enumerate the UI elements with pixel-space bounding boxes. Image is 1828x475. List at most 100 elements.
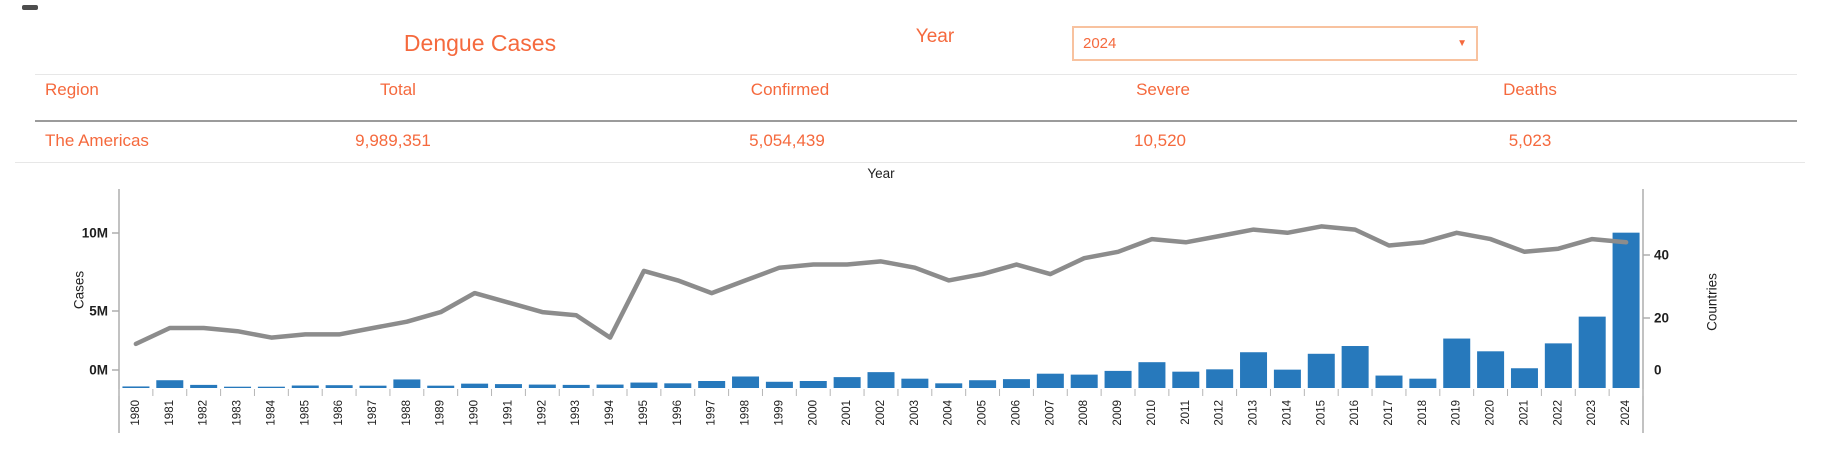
bar-2016[interactable]: [1341, 346, 1369, 388]
bar-2019[interactable]: [1443, 338, 1471, 388]
year-label-2022: 2022: [1552, 400, 1564, 426]
bar-2012[interactable]: [1206, 369, 1234, 388]
bar-1996[interactable]: [664, 383, 692, 388]
bar-2002[interactable]: [867, 372, 895, 388]
bar-2015[interactable]: [1307, 353, 1335, 388]
col-header-deaths: Deaths: [1503, 80, 1557, 99]
bar-2000[interactable]: [799, 381, 827, 388]
year-label-1983: 1983: [232, 400, 244, 426]
bar-1992[interactable]: [528, 384, 556, 388]
cell-region[interactable]: The Americas: [45, 131, 149, 150]
year-label-1992: 1992: [536, 400, 548, 426]
year-label-2000: 2000: [807, 400, 819, 426]
year-label-2016: 2016: [1349, 400, 1361, 426]
cell-deaths[interactable]: 5,023: [1508, 131, 1552, 150]
year-label-2018: 2018: [1417, 400, 1429, 426]
year-label-2004: 2004: [943, 399, 955, 425]
bar-2014[interactable]: [1273, 369, 1301, 388]
dengue-trend-chart: 0M 5M 10M 0 20 40 1980 1981 1982 1983 1984 1985 1986…: [0, 160, 1828, 470]
corner-mark: [22, 5, 38, 10]
bar-1990[interactable]: [461, 383, 489, 388]
bar-2020[interactable]: [1477, 351, 1505, 388]
year-select[interactable]: 2024 ▼: [1072, 26, 1478, 61]
bar-2003[interactable]: [901, 378, 929, 388]
bar-2013[interactable]: [1240, 352, 1268, 388]
bar-2017[interactable]: [1375, 375, 1403, 388]
countries-line[interactable]: [133, 224, 1629, 347]
year-label-2019: 2019: [1451, 400, 1463, 426]
bar-2010[interactable]: [1138, 362, 1166, 388]
bar-2023[interactable]: [1578, 316, 1606, 388]
bar-2018[interactable]: [1409, 378, 1437, 388]
year-label-1982: 1982: [198, 400, 210, 426]
year-label-2023: 2023: [1586, 400, 1598, 426]
bar-1995[interactable]: [630, 382, 658, 388]
table-header-divider: [35, 120, 1797, 122]
bar-2007[interactable]: [1036, 373, 1064, 388]
right-axis-tick-label: 20: [1654, 311, 1669, 326]
bar-1983[interactable]: [224, 386, 252, 388]
year-label-2015: 2015: [1315, 400, 1327, 426]
bar-2011[interactable]: [1172, 371, 1200, 388]
right-axis-tick-label: 40: [1654, 248, 1669, 263]
year-filter-label: Year: [915, 26, 955, 47]
year-label-2013: 2013: [1248, 400, 1260, 426]
year-label-1990: 1990: [469, 400, 481, 426]
year-label-1986: 1986: [333, 400, 345, 426]
year-label-2014: 2014: [1281, 399, 1293, 425]
bar-1984[interactable]: [257, 386, 285, 388]
year-label-1987: 1987: [367, 400, 379, 426]
year-label-2012: 2012: [1214, 400, 1226, 426]
bar-2004[interactable]: [935, 383, 963, 388]
year-label-2024: 2024: [1620, 399, 1632, 425]
year-label-2017: 2017: [1383, 400, 1395, 426]
year-label-1991: 1991: [503, 400, 515, 426]
year-label-1981: 1981: [164, 400, 176, 426]
year-label-2003: 2003: [909, 400, 921, 426]
left-axis-tick-label: 5M: [89, 304, 108, 319]
cell-severe[interactable]: 10,520: [1134, 131, 1186, 150]
bar-2005[interactable]: [969, 380, 997, 388]
page-title: Dengue Cases: [403, 30, 557, 56]
bar-1980[interactable]: [122, 386, 150, 388]
bar-1998[interactable]: [732, 376, 760, 388]
year-label-2011: 2011: [1180, 400, 1192, 425]
bar-2009[interactable]: [1104, 370, 1132, 388]
left-axis-tick-label: 0M: [89, 363, 108, 378]
bar-2006[interactable]: [1002, 379, 1030, 388]
bar-2021[interactable]: [1510, 368, 1538, 388]
bar-1985[interactable]: [291, 385, 319, 388]
col-header-severe: Severe: [1136, 80, 1190, 99]
bar-2001[interactable]: [833, 377, 861, 388]
bar-2022[interactable]: [1544, 343, 1572, 388]
year-label-1988: 1988: [401, 400, 413, 426]
bar-1999[interactable]: [765, 381, 793, 388]
bar-1986[interactable]: [325, 385, 353, 388]
bar-1997[interactable]: [698, 381, 726, 388]
bar-1981[interactable]: [156, 380, 184, 388]
bar-2024[interactable]: [1612, 232, 1640, 388]
year-label-1993: 1993: [570, 400, 582, 426]
year-label-1980: 1980: [130, 400, 142, 426]
caret-down-icon[interactable]: ▼: [1457, 38, 1467, 49]
year-label-1999: 1999: [773, 400, 785, 426]
year-label-2002: 2002: [875, 400, 887, 426]
bar-1993[interactable]: [562, 384, 590, 388]
col-header-total: Total: [380, 80, 416, 99]
year-label-1989: 1989: [435, 400, 447, 426]
year-label-1994: 1994: [604, 399, 616, 425]
cell-confirmed[interactable]: 5,054,439: [749, 131, 825, 150]
bar-1982[interactable]: [190, 384, 218, 388]
bar-1994[interactable]: [596, 384, 624, 388]
bar-1987[interactable]: [359, 385, 387, 388]
bar-1988[interactable]: [393, 379, 421, 388]
cell-total[interactable]: 9,989,351: [355, 131, 431, 150]
bar-1989[interactable]: [427, 385, 455, 388]
left-axis-tick-label: 10M: [82, 226, 108, 241]
table-top-rule: [35, 74, 1797, 75]
year-label-1996: 1996: [672, 400, 684, 426]
year-label-2006: 2006: [1011, 400, 1023, 426]
bar-1991[interactable]: [494, 384, 522, 388]
year-label-2010: 2010: [1146, 400, 1158, 426]
bar-2008[interactable]: [1070, 374, 1098, 388]
